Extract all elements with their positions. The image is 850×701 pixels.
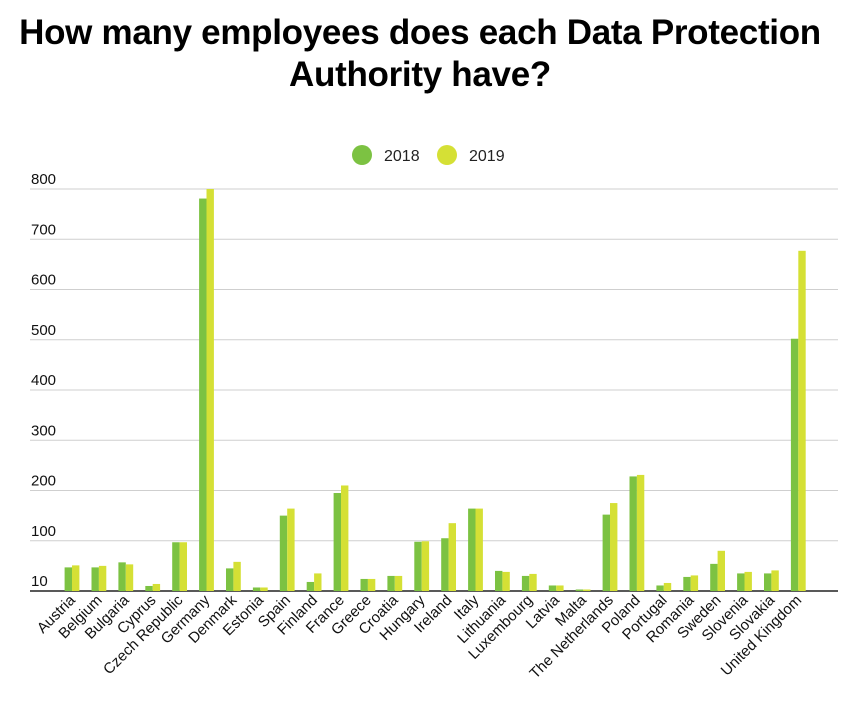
bar-2018-greece: [360, 578, 368, 591]
bar-2018-latvia: [548, 585, 557, 591]
bar-2019-germany: [206, 189, 214, 591]
bar-2019-slovenia: [744, 571, 752, 591]
bar-2019-poland: [636, 474, 645, 591]
bar-2019-france: [341, 485, 349, 591]
bar-2018-portugal: [656, 585, 664, 591]
bar-2019-portugal: [663, 582, 672, 591]
y-tick-label: 400: [31, 372, 56, 389]
bar-2018-cyprus: [145, 585, 153, 591]
bar-2018-poland: [629, 476, 637, 591]
bar-2019-finland: [314, 573, 322, 591]
bar-2018-estonia: [252, 587, 261, 591]
y-tick-label: 10: [31, 573, 48, 590]
bar-2018-germany: [199, 198, 207, 592]
y-tick-label: 700: [31, 221, 56, 238]
bar-2019-czech-republic: [179, 542, 187, 591]
bar-2018-lithuania: [495, 570, 503, 591]
bar-2018-czech-republic: [172, 542, 180, 591]
bar-2018-sweden: [710, 563, 718, 591]
bar-2018-slovenia: [737, 573, 745, 591]
bar-2019-latvia: [556, 585, 564, 591]
bar-2018-austria: [64, 567, 72, 591]
bar-2019-spain: [287, 508, 295, 591]
bar-2018-romania: [683, 576, 691, 591]
y-tick-label: 200: [31, 473, 56, 490]
y-axis-ticks: 10 100 200 300 400 500 600 700 800: [31, 171, 56, 590]
bar-2019-greece: [367, 578, 376, 591]
bar-2018-croatia: [387, 575, 395, 591]
y-tick-label: 300: [31, 422, 56, 439]
bar-2018-denmark: [226, 568, 234, 591]
bar-2019-bulgaria: [125, 564, 134, 591]
bar-2019-sweden: [717, 550, 725, 591]
bar-2018-the-netherlands: [602, 514, 610, 591]
bar-2018-france: [333, 493, 341, 591]
bars: [64, 189, 806, 592]
bar-2018-malta: [575, 589, 584, 591]
bar-2019-malta: [583, 589, 591, 591]
y-tick-label: 500: [31, 322, 56, 339]
bar-2019-austria: [72, 565, 80, 591]
bar-2018-ireland: [441, 538, 449, 591]
legend-label: 2018: [384, 148, 420, 165]
legend-swatch: [437, 145, 457, 165]
bar-2018-slovakia: [764, 573, 772, 591]
bar-2019-slovakia: [771, 570, 779, 591]
y-tick-label: 100: [31, 523, 56, 540]
bar-2019-croatia: [394, 575, 403, 591]
bar-2018-bulgaria: [118, 562, 126, 591]
bar-2019-estonia: [260, 587, 268, 591]
bar-2018-hungary: [414, 541, 422, 591]
bar-2018-finland: [306, 581, 315, 591]
bar-2019-hungary: [421, 541, 430, 591]
bar-2019-lithuania: [502, 571, 510, 591]
chart-title: How many employees does each Data Protec…: [19, 13, 821, 94]
bar-2018-luxembourg: [521, 575, 530, 591]
bar-2019-italy: [475, 508, 483, 591]
bar-2019-luxembourg: [529, 573, 537, 591]
bar-2019-the-netherlands: [610, 503, 618, 591]
bar-2018-belgium: [91, 567, 99, 591]
bar-2019-denmark: [233, 561, 241, 591]
bar-2018-united-kingdom: [790, 338, 799, 591]
bar-2019-romania: [690, 575, 699, 591]
y-tick-label: 800: [31, 171, 56, 188]
bar-2019-united-kingdom: [798, 250, 806, 591]
legend-swatch: [352, 145, 372, 165]
bar-2018-italy: [468, 508, 476, 591]
gridlines: [30, 188, 838, 592]
legend-label: 2019: [469, 148, 505, 165]
bar-2018-spain: [279, 515, 288, 591]
bar-2019-belgium: [98, 565, 107, 591]
legend: 2018 2019: [352, 145, 505, 165]
bar-2019-ireland: [448, 523, 456, 591]
bar-2019-cyprus: [152, 583, 161, 591]
y-tick-label: 600: [31, 272, 56, 289]
